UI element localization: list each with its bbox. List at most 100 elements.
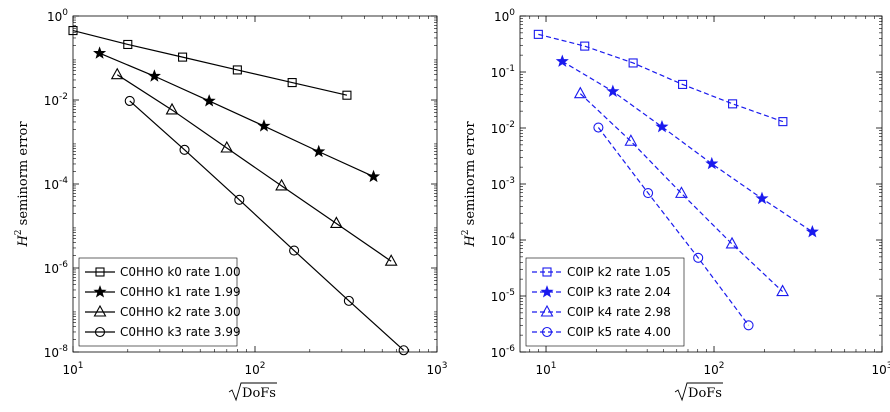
data-point <box>533 29 543 39</box>
legend-marker <box>93 285 107 298</box>
legend: C0IP k2 rate 1.05 C0IP k3 rate 2.04 C0IP k… <box>525 257 685 347</box>
y-tick-label: 10-6 <box>44 260 69 276</box>
x-tick-label: 101 <box>62 361 83 377</box>
series-1 <box>68 26 352 100</box>
data-point <box>312 144 326 158</box>
data-point <box>398 345 409 356</box>
data-point <box>693 252 704 263</box>
series-3 <box>110 67 398 266</box>
legend-marker <box>542 267 552 277</box>
data-point <box>593 122 604 133</box>
data-point <box>776 284 790 297</box>
x-tick-label: 103 <box>871 361 890 377</box>
data-point <box>755 191 769 205</box>
data-point <box>68 26 78 36</box>
data-point <box>220 140 234 153</box>
series-3 <box>573 86 790 297</box>
data-point <box>705 156 719 170</box>
legend-label: C0HHO k0 rate 1.00 <box>120 265 241 279</box>
data-point <box>179 144 190 155</box>
data-point <box>202 94 216 107</box>
series-line <box>597 127 750 326</box>
chart-panel-1: 101 102 103 100 10-2 10-4 10-6 10-8 H2 seminorm … <box>14 8 448 402</box>
data-point <box>275 178 289 191</box>
data-point <box>147 69 161 82</box>
y-axis-label: H2 seminorm error <box>461 121 478 248</box>
data-point <box>728 99 738 109</box>
legend-label: C0IP k2 rate 1.05 <box>567 265 671 279</box>
legend-label: C0HHO k3 rate 3.99 <box>120 325 241 339</box>
data-point <box>555 54 569 67</box>
y-tick-label: 10-4 <box>44 176 69 192</box>
data-point <box>384 254 398 266</box>
data-point <box>624 134 638 146</box>
series-4 <box>124 95 409 356</box>
data-point <box>678 79 688 89</box>
x-axis-label: DoFs <box>688 386 722 401</box>
chart-panel-2: 101 102 103 100 10-1 10-2 10-3 10-4 10-5 10-6 H2 s… <box>461 8 890 402</box>
legend-box <box>78 257 238 347</box>
y-tick-label: 10-2 <box>491 120 515 136</box>
legend-label: C0IP k5 rate 4.00 <box>567 325 671 339</box>
y-tick-label: 10-6 <box>491 344 516 360</box>
data-point <box>124 95 135 106</box>
legend-marker <box>93 304 107 317</box>
series-line <box>72 29 348 96</box>
sqrt-sign <box>228 382 277 402</box>
legend: C0HHO k0 rate 1.00 C0HHO k1 rate 1.99 C0HH… <box>78 257 241 347</box>
series-2 <box>555 54 819 238</box>
sqrt-sign <box>674 382 723 402</box>
data-point <box>178 52 188 62</box>
legend-marker <box>540 304 554 317</box>
legend-marker <box>540 285 554 298</box>
data-point <box>367 169 381 183</box>
series-line <box>129 100 405 351</box>
data-point <box>123 39 133 50</box>
data-point <box>743 320 754 331</box>
y-tick-label: 10-5 <box>491 288 515 304</box>
series-4 <box>593 122 754 331</box>
data-point <box>343 295 354 306</box>
y-tick-label: 10-3 <box>491 176 515 192</box>
y-tick-label: 10-2 <box>44 92 68 108</box>
data-point <box>110 67 124 80</box>
series-line <box>561 60 813 233</box>
data-point <box>643 187 654 199</box>
series-line <box>99 52 374 178</box>
legend-box <box>525 257 685 347</box>
data-point <box>342 90 352 100</box>
data-point <box>165 102 179 115</box>
data-point <box>655 119 669 133</box>
data-point <box>725 236 739 249</box>
x-tick-label: 101 <box>536 361 557 377</box>
x-axis-label: DoFs <box>242 386 276 401</box>
data-point <box>329 216 343 229</box>
legend-label: C0IP k3 rate 2.04 <box>567 285 671 299</box>
data-point <box>606 84 620 97</box>
y-axis-label: H2 seminorm error <box>14 121 31 248</box>
legend-label: C0HHO k2 rate 3.00 <box>120 305 241 319</box>
data-point <box>805 224 819 238</box>
data-point <box>232 65 242 75</box>
data-point <box>234 194 245 205</box>
data-point <box>778 117 788 127</box>
series-line <box>116 74 392 262</box>
legend-marker <box>94 326 106 338</box>
x-tick-label: 102 <box>244 361 265 377</box>
series-2 <box>93 46 381 183</box>
y-tick-label: 10-4 <box>491 232 516 248</box>
y-tick-label: 10-8 <box>44 344 69 360</box>
data-point <box>93 46 107 59</box>
legend-marker <box>541 326 553 338</box>
series-1 <box>533 29 788 127</box>
data-point <box>573 86 587 99</box>
data-point <box>257 119 271 132</box>
y-tick-label: 10-1 <box>491 64 515 80</box>
legend-label: C0HHO k1 rate 1.99 <box>120 285 241 299</box>
x-tick-label: 102 <box>704 361 725 377</box>
x-tick-label: 103 <box>426 361 447 377</box>
data-point <box>675 186 688 198</box>
legend-marker <box>95 267 105 277</box>
legend-label: C0IP k4 rate 2.98 <box>567 305 671 319</box>
